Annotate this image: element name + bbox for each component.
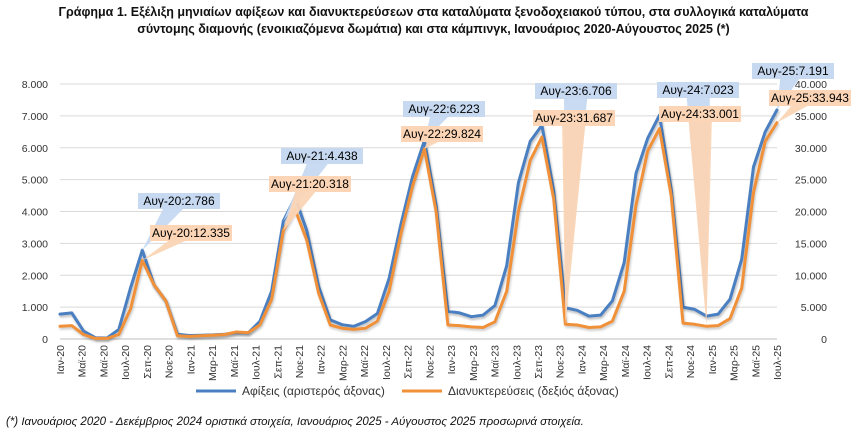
x-axis-tick-label: Ιαν-21 — [185, 345, 197, 375]
arrivals-peak-callout-box — [657, 82, 739, 98]
arrivals-peak-callout-label: Αυγ-21:4.438 — [286, 149, 358, 163]
x-axis-tick-label: Ιαν-24 — [576, 345, 588, 375]
x-axis-tick-label: Μαϊ-21 — [229, 345, 241, 377]
arrivals-peak-callout-box — [535, 83, 617, 99]
left-axis-tick-label: 6.000 — [22, 143, 48, 155]
x-axis-tick-label: Σεπ-22 — [403, 345, 415, 379]
left-axis-tick-label: 4.000 — [22, 207, 48, 219]
x-axis-tick-label: Σεπ-20 — [142, 345, 154, 379]
x-axis-tick-label: Ιαν-23 — [446, 345, 458, 375]
nights-series-line — [58, 121, 779, 340]
x-axis-tick-label: Σεπ-24 — [663, 345, 675, 379]
x-axis-tick-label: Νοε-21 — [294, 345, 306, 378]
left-axis-tick-label: 5.000 — [22, 175, 48, 187]
right-axis-tick-label: 25.000 — [795, 175, 827, 187]
x-axis-tick-label: Ιουλ-22 — [381, 345, 393, 380]
x-axis-tick-label: Μαϊ-24 — [620, 345, 632, 377]
left-axis-tick-label: 7.000 — [22, 111, 48, 123]
left-axis-tick-label: 2.000 — [22, 270, 48, 282]
x-axis-tick-label: Ιουλ-20 — [120, 345, 132, 380]
x-axis-tick-label: Σεπ-23 — [533, 345, 545, 379]
x-axis-tick-label: Ιαν-25 — [707, 345, 719, 375]
nights-peak-callout-box — [401, 126, 483, 142]
legend-label-nights: Διανυκτερεύσεις (δεξιός άξονας) — [448, 384, 619, 398]
x-axis-tick-label: Ιουλ-23 — [511, 345, 523, 380]
nights-peak-callout-label: Αυγ-24:33.001 — [661, 107, 739, 121]
x-axis-tick-label: Μαρ-22 — [337, 345, 349, 381]
nights-peak-callout-box — [150, 225, 232, 241]
x-axis-tick-label: Μαϊ-23 — [490, 345, 502, 377]
left-axis-tick-label: 8.000 — [22, 79, 48, 91]
nights-peak-callout-label: Αυγ-20:12.335 — [152, 226, 230, 240]
nights-peak-callout-pointer — [562, 118, 586, 325]
nights-peak-callout-label: Αυγ-23:31.687 — [535, 111, 613, 125]
legend-label-arrivals: Αφίξεις (αριστερός άξονας) — [242, 384, 385, 398]
nights-peak-callout-pointer — [283, 184, 322, 231]
left-axis-tick-label: 3.000 — [22, 238, 48, 250]
arrivals-peak-callout-label: Αυγ-22:6.223 — [408, 102, 480, 116]
nights-peak-callout-pointer — [688, 114, 712, 327]
arrivals-peak-callout-label: Αυγ-25:7.191 — [757, 64, 829, 78]
arrivals-peak-callout-box — [752, 63, 834, 79]
x-axis-tick-label: Σεπ-21 — [272, 345, 284, 379]
nights-peak-callout-label: Αυγ-22:29.824 — [403, 127, 481, 141]
x-axis-tick-label: Μαϊ-22 — [359, 345, 371, 377]
x-axis-tick-label: Μαϊ-20 — [98, 345, 110, 377]
x-axis-tick-label: Μαϊ-25 — [750, 345, 762, 377]
left-axis-tick-label: 0 — [42, 334, 48, 346]
x-axis-tick-label: Μαρ-25 — [729, 345, 741, 381]
x-axis-tick-label: Ιαν-20 — [55, 345, 67, 375]
right-axis-tick-label: 30.000 — [795, 143, 827, 155]
right-axis-tick-label: 35.000 — [795, 111, 827, 123]
x-axis-tick-label: Μαϊ-20 — [77, 345, 89, 377]
arrivals-peak-callout-label: Αυγ-24:7.023 — [662, 83, 734, 97]
chart-title-line-1: Γράφημα 1. Εξέλιξη μηνιαίων αφίξεων και … — [58, 5, 809, 19]
chart-title-line-2: σύντομης διαμονής (ενοικιαζόμενα δωμάτια… — [137, 22, 730, 36]
right-axis-tick-label: 15.000 — [795, 238, 827, 250]
right-axis-tick-label: 5.000 — [801, 302, 827, 314]
chart-title: Γράφημα 1. Εξέλιξη μηνιαίων αφίξεων και … — [0, 4, 867, 38]
right-axis-tick-label: 10.000 — [795, 270, 827, 282]
x-axis-tick-label: Μαρ-21 — [207, 345, 219, 381]
x-axis-tick-label: Μαρ-23 — [468, 345, 480, 381]
arrivals-peak-callout-box — [138, 193, 220, 209]
left-axis-tick-label: 1.000 — [22, 302, 48, 314]
right-axis-tick-label: 40.000 — [795, 79, 827, 91]
arrivals-peak-callout-label: Αυγ-20:2.786 — [143, 194, 215, 208]
x-axis-tick-label: Ιουλ-21 — [251, 345, 263, 380]
x-axis-tick-label: Μαρ-24 — [598, 345, 610, 381]
footnote: (*) Ιανουάριος 2020 - Δεκέμβριος 2024 ορ… — [6, 416, 584, 428]
right-axis-tick-label: 0 — [821, 334, 827, 346]
nights-peak-callout-box — [659, 106, 741, 122]
right-axis-tick-label: 20.000 — [795, 207, 827, 219]
arrivals-peak-callout-box — [403, 101, 485, 117]
nights-peak-callout-label: Αυγ-25:33.943 — [771, 91, 849, 105]
arrivals-peak-callout-box — [281, 148, 363, 164]
x-axis-tick-label: Νοε-23 — [555, 345, 567, 378]
x-axis-tick-label: Νοε-20 — [164, 345, 176, 378]
x-axis-tick-label: Νοε-22 — [424, 345, 436, 378]
x-axis-tick-label: Νοε-24 — [685, 345, 697, 378]
nights-peak-callout-box — [533, 110, 615, 126]
arrivals-peak-callout-label: Αυγ-23:6.706 — [540, 84, 612, 98]
nights-peak-callout-label: Αυγ-21:20.318 — [271, 177, 349, 191]
nights-peak-callout-box — [769, 90, 851, 106]
x-axis-tick-label: Ιουλ-25 — [772, 345, 784, 380]
x-axis-tick-label: Ιαν-22 — [316, 345, 328, 375]
x-axis-tick-label: Ιουλ-24 — [642, 345, 654, 380]
nights-peak-callout-box — [269, 176, 351, 192]
